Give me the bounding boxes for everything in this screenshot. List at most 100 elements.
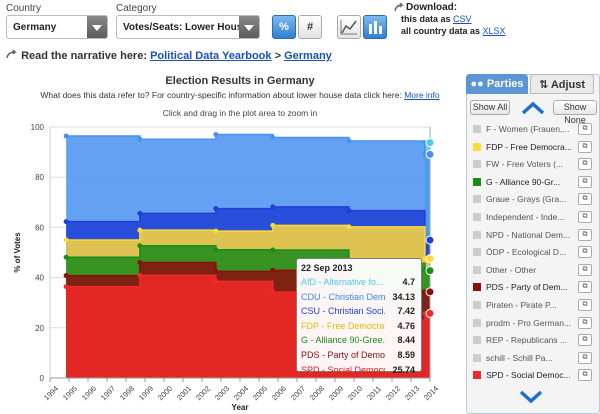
tooltip-row: CDU - Christian Demo... 34.13	[301, 292, 417, 307]
party-info-icon[interactable]: ⧉	[578, 263, 592, 276]
data-point	[63, 237, 69, 243]
x-tick-label: 2005	[251, 384, 269, 402]
party-color-swatch	[473, 142, 481, 151]
party-list-item[interactable]: PDS - Party of Dem... ⧉	[472, 278, 596, 296]
party-list-item[interactable]: F - Women (Frauen,... ⧉	[472, 120, 596, 138]
party-name: FW - Free Voters (...	[486, 159, 563, 170]
tooltip-series-name: SPD - Social Democra...	[301, 364, 385, 375]
show-all-button[interactable]: Show All	[470, 100, 510, 115]
party-info-icon[interactable]: ⧉	[578, 123, 592, 135]
bar-chart-button[interactable]	[363, 15, 387, 39]
bar-chart-icon	[369, 21, 382, 34]
download-xlsx-link[interactable]: XLSX	[482, 26, 506, 36]
party-list-item[interactable]: SPD - Social Democ... ⧉	[472, 366, 596, 384]
narrative-prefix: Read the narrative here:	[21, 50, 147, 62]
party-list-item[interactable]: Piraten - Pirate P... ⧉	[472, 296, 596, 314]
percent-toggle[interactable]: %	[272, 15, 296, 39]
tooltip-date: 22 Sep 2013	[301, 263, 353, 273]
party-info-icon[interactable]: ⧉	[578, 193, 592, 206]
tab-parties[interactable]: ●● Parties	[466, 74, 528, 94]
hover-marker	[425, 138, 435, 148]
party-list-item[interactable]: FW - Free Voters (... ⧉	[472, 155, 596, 173]
party-color-swatch	[473, 318, 481, 327]
scroll-up-icon[interactable]	[520, 100, 546, 119]
line-chart-button[interactable]	[337, 15, 361, 39]
download-title: Download:	[406, 2, 458, 13]
party-color-swatch	[473, 125, 481, 133]
party-list-item[interactable]: G - Alliance 90-Gr... ⧉	[472, 173, 596, 191]
share-arrow-icon	[6, 49, 17, 59]
germany-link[interactable]: Germany	[284, 50, 332, 62]
x-tick-label: 2004	[232, 384, 250, 402]
category-select[interactable]: Votes/Seats: Lower House	[116, 15, 260, 39]
party-name: REP - Republicans ...	[486, 335, 568, 346]
x-tick-label: 2006	[270, 384, 288, 402]
download-this-prefix: this data as	[401, 14, 451, 24]
category-label: Category	[116, 3, 157, 14]
party-list-item[interactable]: NPD - National Dem... ⧉	[472, 226, 596, 244]
party-name: FDP - Free Democra...	[486, 141, 572, 152]
party-list-item[interactable]: Other - Other ⧉	[472, 261, 596, 279]
party-info-icon[interactable]: ⧉	[578, 369, 592, 382]
party-name: PDS - Party of Dem...	[486, 282, 568, 293]
absolute-toggle[interactable]: #	[298, 15, 322, 39]
chevron-down-icon	[239, 16, 259, 38]
tooltip-row: FDP - Free Democrats... 4.76	[301, 321, 417, 336]
party-info-icon[interactable]: ⧉	[578, 211, 592, 223]
party-color-swatch	[473, 283, 481, 292]
party-color-swatch	[473, 336, 481, 345]
data-point	[213, 268, 219, 274]
zoom-hint: Click and drag in the plot area to zoom …	[162, 108, 318, 118]
party-info-icon[interactable]: ⧉	[578, 175, 592, 188]
tooltip-series-value: 8.59	[397, 349, 415, 360]
party-name: SPD - Social Democ...	[486, 370, 571, 381]
party-name: Piraten - Pirate P...	[486, 300, 557, 310]
party-name: schill - Schill Pa...	[486, 352, 553, 363]
data-point	[137, 136, 143, 142]
party-list-item[interactable]: schill - Schill Pa... ⧉	[472, 349, 596, 367]
party-list-item[interactable]: REP - Republicans ... ⧉	[472, 331, 596, 349]
country-select-value: Germany	[13, 22, 57, 33]
party-list-item[interactable]: Independent - Inde... ⧉	[472, 208, 596, 226]
party-info-icon[interactable]: ⧉	[578, 316, 592, 329]
tab-adjust[interactable]: ⇅ Adjust	[530, 74, 594, 94]
country-select[interactable]: Germany	[6, 15, 108, 39]
download-csv-link[interactable]: CSV	[453, 14, 472, 24]
party-info-icon[interactable]: ⧉	[578, 351, 592, 364]
data-point	[270, 222, 276, 228]
tab-parties-label: Parties	[486, 78, 524, 90]
party-info-icon[interactable]: ⧉	[578, 140, 592, 153]
data-point	[270, 267, 276, 273]
show-none-button[interactable]: Show None	[553, 100, 597, 125]
y-tick-label: 60	[35, 223, 44, 232]
party-color-swatch	[473, 265, 481, 274]
party-list-item[interactable]: prodm - Pro German... ⧉	[472, 314, 596, 332]
x-tick-label: 1995	[61, 384, 79, 402]
x-tick-label: 2010	[346, 384, 364, 402]
x-tick-label: 2011	[365, 384, 383, 402]
country-label: Country	[6, 3, 42, 14]
x-tick-label: 1998	[118, 384, 136, 402]
data-point	[213, 228, 219, 234]
party-list-item[interactable]: FDP - Free Democra... ⧉	[472, 138, 596, 156]
party-info-icon[interactable]: ⧉	[578, 281, 592, 294]
party-list-item[interactable]: Graue - Grays (Gra... ⧉	[472, 190, 596, 208]
party-list-item[interactable]: ÖDP - Ecological D... ⧉	[472, 243, 596, 261]
party-color-swatch	[473, 177, 481, 186]
tooltip-row: PDS - Party of Democ... 8.59	[301, 350, 417, 365]
party-info-icon[interactable]: ⧉	[578, 246, 592, 259]
tooltip-series-name: PDS - Party of Democ...	[301, 349, 385, 360]
x-tick-label: 2003	[213, 384, 231, 402]
hover-marker	[425, 266, 435, 276]
party-info-icon[interactable]: ⧉	[578, 334, 592, 347]
category-select-value: Votes/Seats: Lower House	[123, 22, 248, 33]
data-point	[346, 224, 352, 230]
x-tick-label: 1996	[80, 384, 98, 402]
party-info-icon[interactable]: ⧉	[578, 158, 592, 171]
yearbook-link[interactable]: Political Data Yearbook	[150, 50, 272, 62]
scroll-down-icon[interactable]	[518, 389, 544, 408]
more-info-link[interactable]: More info	[404, 90, 440, 100]
party-info-icon[interactable]: ⧉	[578, 299, 592, 311]
party-color-swatch	[473, 213, 481, 221]
party-info-icon[interactable]: ⧉	[578, 228, 592, 241]
